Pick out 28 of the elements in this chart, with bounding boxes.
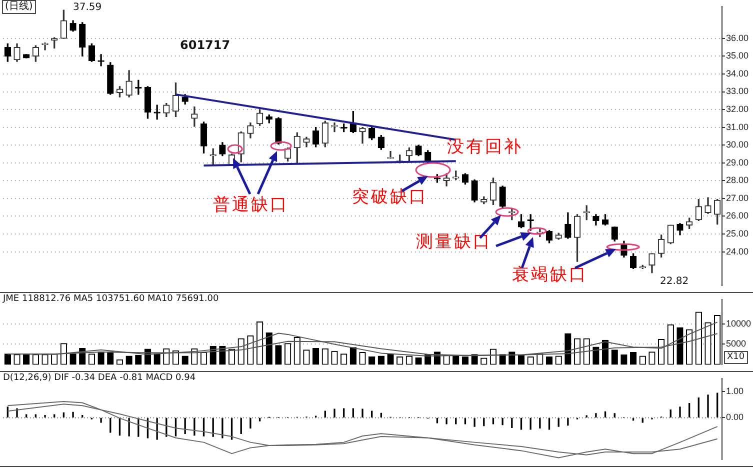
- y-tick-label: 29.00: [726, 157, 749, 168]
- y-tick-label: 25.00: [726, 228, 749, 239]
- y-tick-label: 26.00: [726, 210, 749, 221]
- annotation: 普通缺口: [213, 195, 289, 215]
- y-tick-label: 30.00: [726, 140, 749, 150]
- y-tick-label: 24.00: [726, 246, 749, 256]
- annotation: 没有回补: [447, 137, 523, 157]
- y-tick-label: 36.00: [726, 32, 749, 43]
- chart-subtitle: (日线): [2, 0, 36, 14]
- y-tick-label: 33.00: [726, 86, 749, 96]
- y-tick-label: 32.00: [726, 104, 749, 114]
- chart-title: JME 118812.76 MA5 103751.60 MA10 75691.00: [3, 294, 219, 304]
- y-tick-label: 31.00: [726, 122, 749, 132]
- y-tick-label: 35.00: [726, 50, 749, 61]
- y-tick-label: 34.00: [726, 68, 749, 78]
- annotation: 22.82: [660, 276, 689, 287]
- annotation: 突破缺口: [352, 187, 428, 207]
- y-tick-label: 1.00: [726, 386, 744, 396]
- y-tick-label: 10000: [726, 318, 752, 328]
- annotation: 37.59: [73, 2, 102, 13]
- y-tick-label: 28.00: [726, 175, 749, 186]
- chart-title: D(12,26,9) DIF -0.34 DEA -0.81 MACD 0.94: [3, 373, 196, 383]
- annotation: 衰竭缺口: [512, 265, 588, 285]
- y-tick-label: 0.00: [726, 412, 744, 422]
- text: X10: [724, 351, 748, 364]
- y-tick-label: 5000: [726, 338, 746, 349]
- y-tick-label: 27.00: [726, 192, 749, 203]
- text: 601717: [180, 38, 230, 52]
